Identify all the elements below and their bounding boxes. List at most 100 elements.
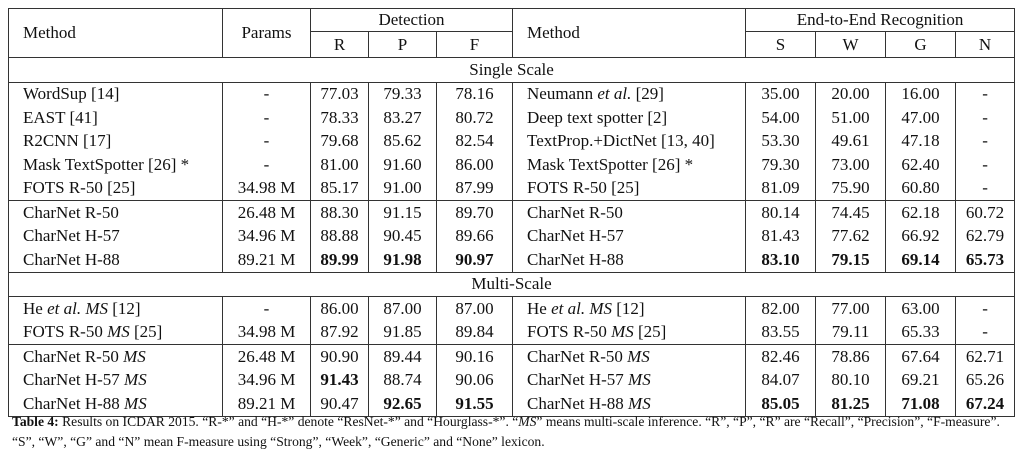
header-text: P: [397, 34, 408, 54]
cell-text: 90.97: [455, 249, 494, 269]
cell-text: [25]: [129, 322, 163, 342]
cell: 34.98 M: [222, 320, 311, 345]
cell-text: 88.88: [320, 226, 359, 246]
cell-text: 89.21 M: [237, 393, 296, 413]
header-text: Method: [23, 23, 76, 42]
cell-text: 90.16: [455, 346, 494, 366]
cell: 78.16: [435, 82, 514, 106]
cell: 66.92: [885, 224, 957, 248]
header-text: Method: [527, 23, 580, 42]
cell-text: 47.18: [901, 131, 940, 151]
header-cell: W: [815, 31, 887, 58]
cell: 80.72: [435, 106, 514, 130]
cell-text: 91.00: [383, 178, 422, 198]
cell: CharNet H-57 MS: [8, 368, 223, 392]
cell: WordSup [14]: [8, 82, 223, 106]
cell: 35.00: [745, 82, 817, 106]
cell: -: [955, 296, 1016, 321]
cell-text: He: [23, 298, 48, 318]
cell: 88.74: [368, 368, 437, 392]
cell: 79.68: [310, 129, 369, 153]
cell: 65.33: [885, 320, 957, 345]
caption-text: MS: [518, 414, 537, 429]
cell-text: EAST [41]: [23, 107, 98, 127]
cell: 91.43: [310, 368, 369, 392]
cell-text: -: [982, 107, 988, 127]
cell: 90.16: [435, 344, 514, 369]
cell: 89.66: [435, 224, 514, 248]
cell: 89.21 M: [222, 248, 311, 272]
cell: 78.33: [310, 106, 369, 130]
cell-text: [12]: [612, 298, 645, 318]
cell-text: et al. MS: [47, 298, 108, 318]
caption-text: ” means multi-scale inference. “R”, “P”,…: [12, 414, 1000, 449]
cell-text: 82.54: [455, 131, 494, 151]
cell: 62.71: [955, 344, 1016, 369]
cell: 89.70: [435, 200, 514, 225]
cell: -: [955, 320, 1016, 345]
cell-text: 80.10: [831, 370, 870, 390]
cell-text: 79.68: [320, 131, 359, 151]
cell-text: 92.65: [383, 393, 422, 413]
cell-text: MS: [628, 393, 651, 413]
cell-text: 60.72: [965, 202, 1005, 222]
cell: CharNet H-57 MS: [512, 368, 747, 392]
cell-text: 83.55: [761, 322, 800, 342]
data-row: CharNet H-57 34.96 M 88.88 90.45 89.66 CharNe…: [8, 224, 1016, 248]
cell: 87.00: [368, 296, 437, 321]
cell-text: 78.86: [831, 346, 870, 366]
cell: 63.00: [885, 296, 957, 321]
cell: 85.17: [310, 176, 369, 201]
cell: 92.65: [368, 392, 437, 417]
cell-text: 91.60: [383, 154, 422, 174]
cell-text: 65.33: [901, 322, 940, 342]
cell: 79.30: [745, 153, 817, 177]
data-row: He et al. MS [12] - 86.00 87.00 87.00 He et a…: [8, 296, 1016, 321]
cell: 67.64: [885, 344, 957, 369]
cell-text: -: [263, 84, 270, 104]
cell-text: 89.66: [455, 226, 494, 246]
header-cell: R: [310, 31, 369, 58]
cell: 81.09: [745, 176, 817, 201]
section-title: Multi-Scale: [7, 271, 1016, 297]
cell-text: 87.92: [320, 322, 359, 342]
cell-text: 26.48 M: [237, 346, 296, 366]
header-text: S: [775, 34, 786, 54]
cell-text: 87.00: [455, 298, 494, 318]
cell: 83.27: [368, 106, 437, 130]
cell: CharNet R-50: [8, 200, 223, 225]
cell: 79.15: [815, 248, 887, 272]
cell: 89.21 M: [222, 392, 311, 417]
cell-text: 84.07: [761, 370, 800, 390]
cell-text: -: [982, 322, 988, 342]
cell: 85.05: [745, 392, 817, 417]
cell-text: 63.00: [901, 298, 940, 318]
header-text: End-to-End Recognition: [796, 10, 964, 29]
cell-text: -: [263, 298, 270, 318]
cell: 26.48 M: [222, 200, 311, 225]
cell: -: [222, 82, 311, 106]
cell: 87.92: [310, 320, 369, 345]
data-row: CharNet H-57 MS 34.96 M 91.43 88.74 90.06 Cha…: [8, 368, 1016, 392]
cell: 88.30: [310, 200, 369, 225]
header-cell: Params: [222, 8, 311, 58]
cell-text: 62.71: [965, 346, 1005, 366]
caption-text: Results on ICDAR 2015. “R-*” and “H-*” d…: [58, 414, 519, 429]
cell: Mask TextSpotter [26] *: [512, 153, 747, 177]
cell: 62.18: [885, 200, 957, 225]
cell: 77.03: [310, 82, 369, 106]
cell-text: 81.09: [761, 178, 800, 198]
cell-text: 62.18: [901, 202, 940, 222]
cell-text: -: [263, 154, 270, 174]
cell-text: CharNet R-50: [23, 202, 119, 222]
cell-text: MS: [124, 370, 147, 390]
cell: 89.84: [435, 320, 514, 345]
cell-text: 79.11: [831, 322, 870, 342]
cell: 47.00: [885, 106, 957, 130]
cell-text: 85.05: [761, 393, 800, 413]
cell: 69.21: [885, 368, 957, 392]
cell-text: MS: [123, 346, 146, 366]
cell-text: 77.62: [831, 226, 870, 246]
cell-text: CharNet H-57: [23, 370, 125, 390]
cell: 67.24: [955, 392, 1016, 417]
